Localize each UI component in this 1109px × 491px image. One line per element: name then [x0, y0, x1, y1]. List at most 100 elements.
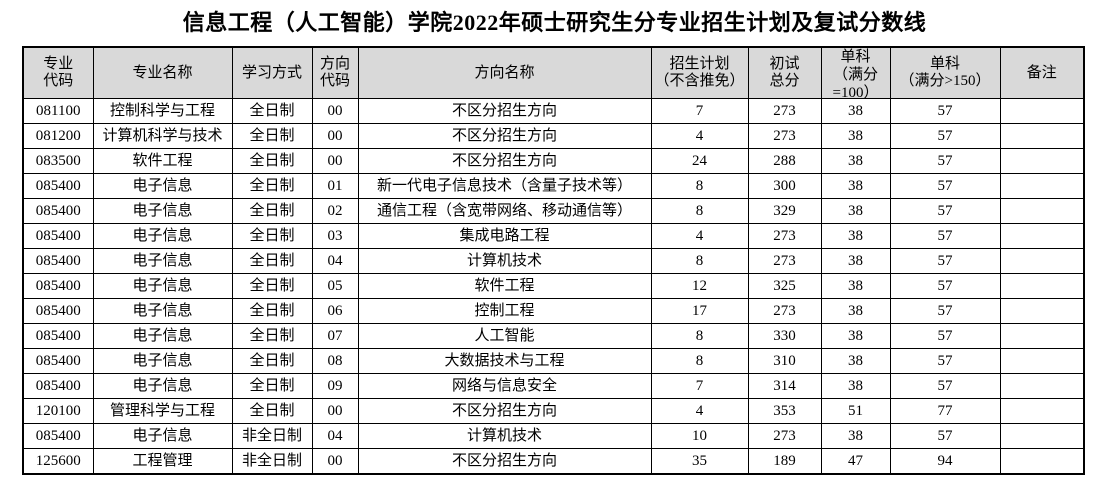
cell-enrollment-plan: 8 — [650, 173, 749, 199]
cell-major-name: 电子信息 — [92, 373, 233, 399]
table-row: 085400 电子信息 全日制 06 控制工程 17 273 38 57 — [22, 298, 1085, 324]
cell-initial-total-score: 273 — [747, 298, 822, 324]
cell-major-name: 控制科学与工程 — [92, 98, 233, 124]
table-row: 085400 电子信息 全日制 08 大数据技术与工程 8 310 38 57 — [22, 348, 1085, 374]
cell-single-subject-100: 38 — [820, 348, 891, 374]
cell-major-code: 085400 — [22, 423, 94, 449]
cell-single-subject-100: 38 — [820, 373, 891, 399]
cell-major-name: 电子信息 — [92, 423, 233, 449]
header-major-code: 专业 代码 — [22, 46, 94, 99]
header-direction-code: 方向 代码 — [311, 46, 359, 99]
cell-initial-total-score: 300 — [747, 173, 822, 199]
cell-enrollment-plan: 8 — [650, 348, 749, 374]
cell-direction-name: 不区分招生方向 — [357, 148, 652, 174]
cell-single-subject-100: 38 — [820, 423, 891, 449]
cell-single-subject-100: 38 — [820, 173, 891, 199]
cell-major-name: 工程管理 — [92, 448, 233, 475]
cell-study-mode: 全日制 — [231, 348, 313, 374]
cell-initial-total-score: 273 — [747, 248, 822, 274]
cell-initial-total-score: 310 — [747, 348, 822, 374]
cell-major-name: 软件工程 — [92, 148, 233, 174]
cell-major-code: 083500 — [22, 148, 94, 174]
cell-single-subject-100: 38 — [820, 298, 891, 324]
cell-major-code: 085400 — [22, 173, 94, 199]
header-single-subject-100: 单科 （满分 =100） — [820, 46, 891, 99]
cell-direction-code: 00 — [311, 448, 359, 475]
cell-remarks — [999, 323, 1085, 349]
cell-single-subject-150: 57 — [889, 98, 1001, 124]
cell-single-subject-150: 94 — [889, 448, 1001, 475]
cell-study-mode: 全日制 — [231, 273, 313, 299]
cell-study-mode: 全日制 — [231, 123, 313, 149]
cell-direction-code: 06 — [311, 298, 359, 324]
cell-remarks — [999, 98, 1085, 124]
table-row: 085400 电子信息 全日制 07 人工智能 8 330 38 57 — [22, 323, 1085, 349]
cell-major-name: 电子信息 — [92, 298, 233, 324]
cell-remarks — [999, 448, 1085, 475]
cell-initial-total-score: 330 — [747, 323, 822, 349]
cell-single-subject-100: 38 — [820, 273, 891, 299]
cell-direction-name: 计算机技术 — [357, 423, 652, 449]
cell-major-name: 电子信息 — [92, 248, 233, 274]
cell-enrollment-plan: 8 — [650, 198, 749, 224]
header-direction-name: 方向名称 — [357, 46, 652, 99]
header-major-name: 专业名称 — [92, 46, 233, 99]
cell-single-subject-150: 57 — [889, 198, 1001, 224]
table-row: 085400 电子信息 全日制 04 计算机技术 8 273 38 57 — [22, 248, 1085, 274]
table-header: 专业 代码 专业名称 学习方式 方向 代码 方向名称 招生计划 （不含推免） 初… — [22, 46, 1085, 99]
cell-single-subject-100: 47 — [820, 448, 891, 475]
cell-initial-total-score: 314 — [747, 373, 822, 399]
cell-major-code: 120100 — [22, 398, 94, 424]
cell-direction-code: 08 — [311, 348, 359, 374]
cell-enrollment-plan: 24 — [650, 148, 749, 174]
cell-remarks — [999, 223, 1085, 249]
cell-enrollment-plan: 4 — [650, 398, 749, 424]
cell-single-subject-100: 38 — [820, 323, 891, 349]
cell-direction-code: 00 — [311, 398, 359, 424]
cell-remarks — [999, 398, 1085, 424]
header-single-subject-150: 单科 （满分>150） — [889, 46, 1001, 99]
cell-single-subject-100: 51 — [820, 398, 891, 424]
table-row: 081200 计算机科学与技术 全日制 00 不区分招生方向 4 273 38 57 — [22, 123, 1085, 149]
table-row: 081100 控制科学与工程 全日制 00 不区分招生方向 7 273 38 57 — [22, 98, 1085, 124]
cell-direction-name: 大数据技术与工程 — [357, 348, 652, 374]
cell-direction-name: 不区分招生方向 — [357, 398, 652, 424]
cell-remarks — [999, 248, 1085, 274]
cell-enrollment-plan: 10 — [650, 423, 749, 449]
cell-study-mode: 全日制 — [231, 98, 313, 124]
cell-initial-total-score: 273 — [747, 223, 822, 249]
cell-single-subject-100: 38 — [820, 123, 891, 149]
cell-enrollment-plan: 17 — [650, 298, 749, 324]
cell-single-subject-150: 57 — [889, 123, 1001, 149]
table-row: 085400 电子信息 全日制 02 通信工程（含宽带网络、移动通信等） 8 329 38 57 — [22, 198, 1085, 224]
cell-direction-code: 03 — [311, 223, 359, 249]
cell-major-name: 计算机科学与技术 — [92, 123, 233, 149]
cell-single-subject-150: 57 — [889, 373, 1001, 399]
cell-single-subject-100: 38 — [820, 223, 891, 249]
cell-initial-total-score: 325 — [747, 273, 822, 299]
cell-major-name: 电子信息 — [92, 198, 233, 224]
cell-major-name: 电子信息 — [92, 323, 233, 349]
table-row: 125600 工程管理 非全日制 00 不区分招生方向 35 189 47 94 — [22, 448, 1085, 475]
cell-single-subject-150: 57 — [889, 273, 1001, 299]
cell-major-code: 085400 — [22, 198, 94, 224]
cell-single-subject-100: 38 — [820, 248, 891, 274]
cell-enrollment-plan: 7 — [650, 98, 749, 124]
cell-remarks — [999, 123, 1085, 149]
cell-major-code: 081100 — [22, 98, 94, 124]
cell-initial-total-score: 353 — [747, 398, 822, 424]
cell-single-subject-150: 57 — [889, 423, 1001, 449]
cell-enrollment-plan: 8 — [650, 248, 749, 274]
cell-single-subject-150: 57 — [889, 173, 1001, 199]
cell-enrollment-plan: 4 — [650, 123, 749, 149]
cell-study-mode: 全日制 — [231, 323, 313, 349]
header-enrollment-plan: 招生计划 （不含推免） — [650, 46, 749, 99]
cell-remarks — [999, 348, 1085, 374]
cell-study-mode: 全日制 — [231, 398, 313, 424]
cell-study-mode: 全日制 — [231, 198, 313, 224]
cell-direction-name: 不区分招生方向 — [357, 123, 652, 149]
table-row: 083500 软件工程 全日制 00 不区分招生方向 24 288 38 57 — [22, 148, 1085, 174]
cell-enrollment-plan: 12 — [650, 273, 749, 299]
cell-direction-code: 02 — [311, 198, 359, 224]
